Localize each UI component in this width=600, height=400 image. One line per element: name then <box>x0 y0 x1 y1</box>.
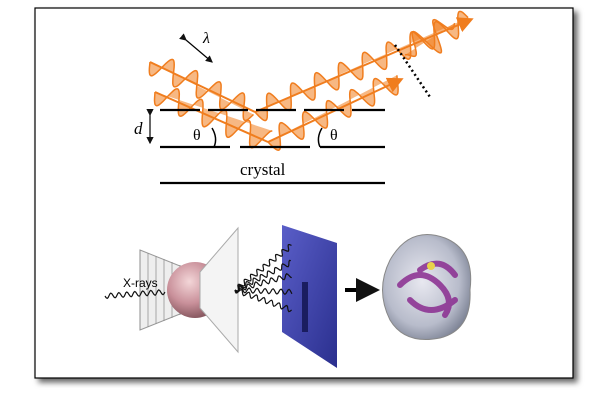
xray-beam <box>234 286 293 296</box>
xray-beam <box>234 288 292 313</box>
xrays-label: X-rays <box>123 276 158 290</box>
angle-arc <box>317 127 323 148</box>
wave <box>267 75 399 151</box>
angle-label: θ <box>193 127 201 144</box>
spacing-label: d <box>134 119 143 138</box>
protein-atom <box>427 262 435 270</box>
xray-beam <box>104 289 166 300</box>
crystal-planes <box>160 108 385 185</box>
protein-helix <box>397 260 458 318</box>
xray-beam <box>234 273 292 293</box>
detector <box>282 225 337 368</box>
ray-group <box>148 10 474 151</box>
wave <box>148 58 255 122</box>
wave-packet <box>404 18 456 58</box>
wavelength-arrow <box>179 33 213 63</box>
grid-panel <box>199 226 239 354</box>
xray-beam <box>234 259 291 293</box>
wavelength-label: λ <box>202 30 210 47</box>
wave <box>153 88 273 149</box>
detector-line <box>393 44 432 98</box>
angle-label: θ <box>330 127 338 144</box>
beamstop <box>302 282 308 332</box>
xray-beam <box>234 243 292 292</box>
angle-arc <box>211 127 217 148</box>
crystal-label: crystal <box>240 160 286 179</box>
